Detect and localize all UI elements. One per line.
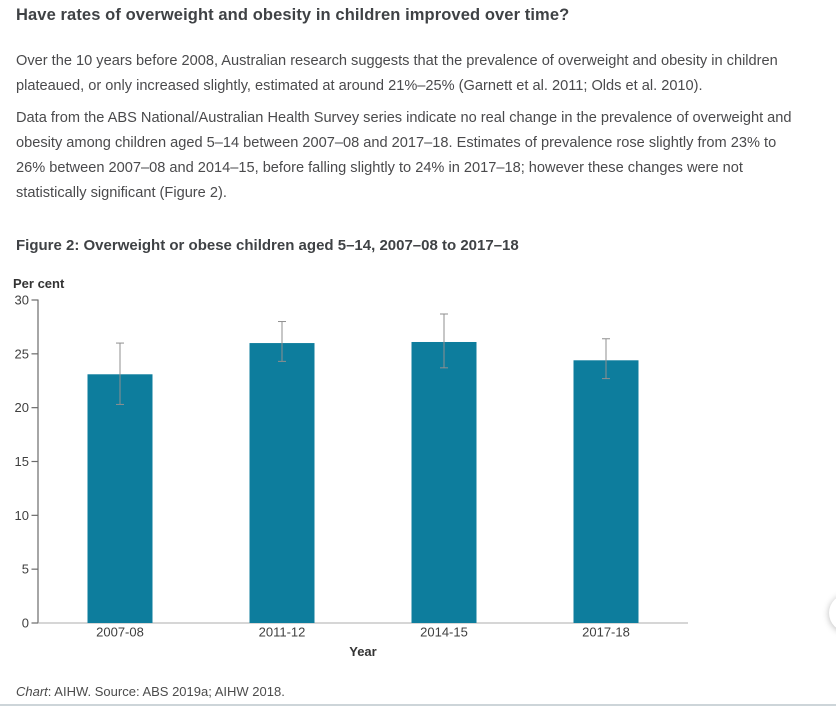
y-tick-label: 15: [15, 454, 29, 469]
floating-widget-partial[interactable]: [829, 594, 836, 632]
y-tick-label: 25: [15, 346, 29, 361]
chart-bar-2014-15: [411, 341, 477, 623]
x-tick-label: 2011-12: [259, 625, 306, 640]
intro-paragraph: Over the 10 years before 2008, Australia…: [16, 53, 778, 94]
chart-bar-2011-12: [249, 343, 315, 623]
y-tick-label: 5: [22, 562, 29, 577]
y-tick-label: 0: [22, 616, 29, 631]
page-title: Have rates of overweight and obesity in …: [16, 6, 570, 24]
x-tick-label: 2014-15: [420, 625, 468, 640]
chart-source: Chart: AIHW. Source: ABS 2019a; AIHW 201…: [16, 682, 285, 702]
x-tick-label: 2017-18: [582, 625, 630, 640]
y-tick-label: 30: [15, 293, 29, 308]
figure-2-bar-chart: Per cent 0 5 10 15 20 25 30 2007-08 2011-12 2014-1…: [0, 275, 836, 667]
bottom-divider: [0, 704, 836, 706]
chart-bar-2017-18: [573, 360, 639, 623]
figure-2-chart-svg: Per cent 0 5 10 15 20 25 30 2007-08 2011-12 2014-1…: [13, 276, 688, 659]
y-tick-label: 20: [15, 400, 29, 415]
figure-title: Figure 2: Overweight or obese children a…: [16, 237, 519, 254]
x-axis-title: Year: [349, 644, 376, 659]
chart-source-text: : AIHW. Source: ABS 2019a; AIHW 2018.: [47, 684, 285, 699]
chart-bar-2007-08: [87, 374, 153, 623]
x-tick-label: 2007-08: [96, 625, 144, 640]
survey-data-paragraph: Data from the ABS National/Australian He…: [16, 110, 792, 201]
chart-source-prefix: Chart: [16, 684, 48, 699]
y-tick-label: 10: [15, 508, 29, 523]
y-axis-title: Per cent: [13, 276, 65, 291]
